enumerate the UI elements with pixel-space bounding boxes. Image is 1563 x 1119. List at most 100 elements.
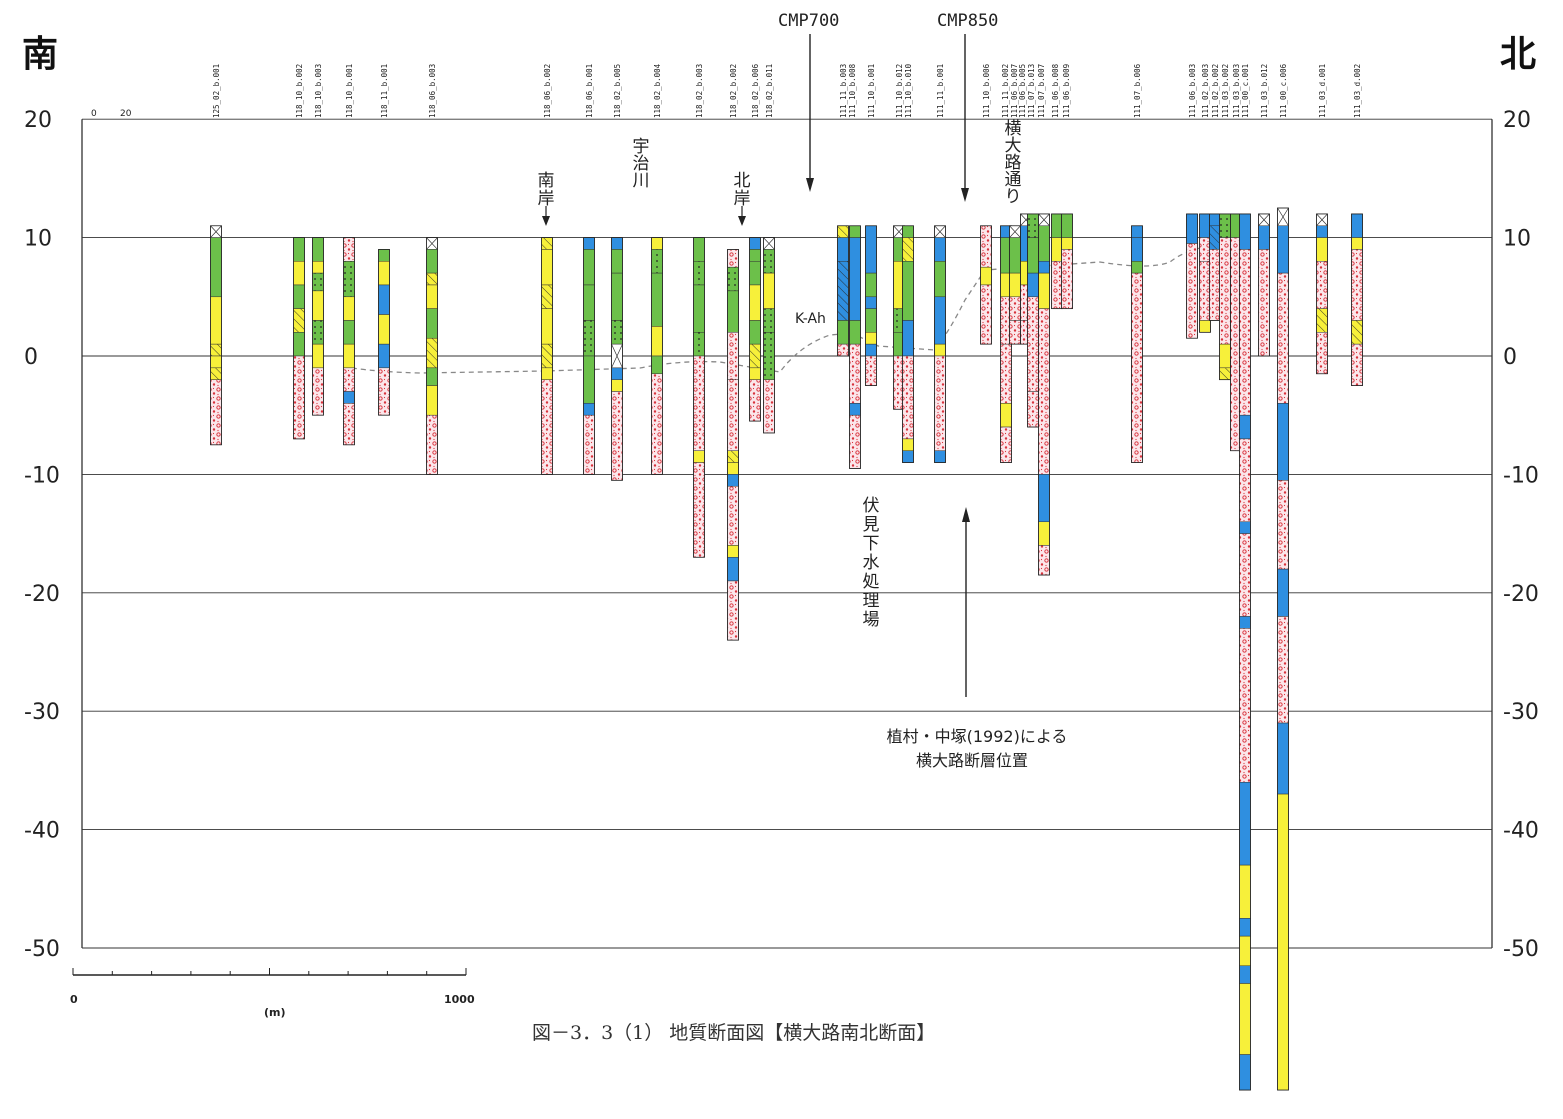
borehole-layer	[727, 332, 739, 380]
borehole-column	[849, 225, 861, 469]
borehole-column	[934, 225, 946, 463]
borehole-layer	[426, 249, 438, 274]
borehole-id-label: 118_11_b.001	[380, 64, 389, 118]
borehole-column	[1209, 213, 1221, 321]
borehole-layer	[749, 249, 761, 262]
borehole-layer	[583, 414, 595, 475]
borehole-layer	[727, 557, 739, 582]
borehole-layer	[1277, 272, 1289, 404]
borehole-layer	[849, 414, 861, 469]
borehole-layer	[651, 373, 663, 475]
left-elevation-tick-label: 20	[24, 108, 52, 133]
borehole-layer	[1277, 568, 1289, 617]
borehole-layer	[651, 272, 663, 327]
borehole-column	[1038, 213, 1050, 576]
left-elevation-tick-label: -10	[24, 463, 60, 488]
borehole-layer	[934, 450, 946, 463]
borehole-layer	[1277, 480, 1289, 570]
borehole-id-label: 111_03_d.002	[1353, 64, 1362, 118]
borehole-id-label: 111_10_b.010	[904, 63, 913, 118]
borehole-layer	[1061, 213, 1073, 238]
borehole-layer	[749, 320, 761, 345]
borehole-layer	[541, 367, 553, 380]
borehole-layer	[611, 272, 623, 321]
borehole-layer	[1009, 320, 1021, 345]
borehole-id-label: 111_11_b.002	[1001, 64, 1010, 118]
right-elevation-tick-label: -30	[1503, 700, 1539, 725]
borehole-layer	[1131, 237, 1143, 262]
borehole-layer	[343, 320, 355, 345]
left-elevation-tick-label: 10	[24, 227, 52, 252]
borehole-id-label: 111_07_b.007	[1037, 64, 1046, 118]
cmp850-arrowhead	[961, 188, 969, 202]
borehole-id-label: 111_07_b.006	[1133, 63, 1142, 118]
borehole-layer	[1209, 213, 1221, 227]
borehole-id-label: 118_02_b.003	[695, 64, 704, 118]
borehole-layer	[1239, 864, 1251, 919]
borehole-layer	[1051, 213, 1063, 238]
borehole-layer	[1199, 237, 1211, 262]
borehole-layer	[1131, 225, 1143, 238]
borehole-layer	[693, 462, 705, 558]
fushimi-plant-annotation: 伏見下水処理場	[863, 496, 880, 630]
fault-note-line1: 植村・中塚(1992)による	[887, 727, 1068, 746]
borehole-layer	[1258, 225, 1270, 250]
borehole-layer	[727, 462, 739, 475]
borehole-layer	[727, 580, 739, 641]
borehole-layer	[749, 261, 761, 286]
yokooji-street-annotation: 横大路通り	[1005, 119, 1022, 207]
borehole-layer	[749, 237, 761, 250]
borehole-layer	[293, 284, 305, 309]
borehole-column	[611, 237, 623, 481]
scale-end-label: 1000	[444, 993, 475, 1006]
borehole-layer	[1038, 261, 1050, 274]
borehole-layer	[583, 403, 595, 416]
borehole-layer	[293, 261, 305, 286]
borehole-layer	[378, 261, 390, 286]
borehole-layer	[1277, 722, 1289, 795]
borehole-id-label: 111_00_c.001	[1241, 64, 1250, 118]
svg-text:宇治川: 宇治川	[633, 137, 650, 191]
borehole-layer	[1027, 237, 1039, 274]
borehole-layer	[1239, 616, 1251, 629]
borehole-column	[1351, 213, 1363, 386]
borehole-layer	[849, 343, 861, 404]
borehole-layer	[1316, 237, 1328, 262]
borehole-column	[1277, 207, 1289, 1091]
borehole-layer	[980, 284, 992, 345]
right-elevation-tick-label: 0	[1503, 345, 1517, 370]
borehole-column	[1131, 225, 1143, 463]
borehole-layer	[1239, 533, 1251, 617]
right-elevation-tick-label: -40	[1503, 819, 1539, 844]
borehole-layer	[293, 332, 305, 357]
borehole-layer	[1199, 261, 1211, 321]
borehole-layer	[727, 249, 739, 268]
borehole-layer	[902, 355, 914, 440]
borehole-layer	[1219, 343, 1231, 369]
scale-start-label: 0	[70, 993, 78, 1006]
borehole-layer	[934, 296, 946, 345]
right-elevation-tick-label: -20	[1503, 582, 1539, 607]
borehole-layer	[934, 343, 946, 357]
borehole-layer	[1239, 438, 1251, 523]
borehole-layer	[312, 237, 324, 262]
cmp700-arrowhead	[806, 178, 814, 192]
borehole-id-label: 118_06_b.001	[585, 64, 594, 118]
cmp700-label: CMP700	[778, 11, 839, 31]
borehole-layer	[1051, 237, 1063, 262]
borehole-layer	[1277, 616, 1289, 724]
borehole-column	[1219, 213, 1231, 381]
borehole-layer	[426, 414, 438, 475]
south-bank-annotation: 南岸	[538, 171, 555, 226]
borehole-layer	[583, 237, 595, 250]
borehole-layer	[343, 296, 355, 321]
borehole-layer	[693, 284, 705, 333]
borehole-layer	[934, 237, 946, 262]
borehole-layer	[611, 367, 623, 380]
borehole-layer	[343, 237, 355, 262]
borehole-layer	[1316, 261, 1328, 309]
borehole-layer	[378, 343, 390, 369]
borehole-layer	[902, 320, 914, 357]
borehole-layer	[1131, 261, 1143, 274]
borehole-column	[837, 225, 849, 357]
